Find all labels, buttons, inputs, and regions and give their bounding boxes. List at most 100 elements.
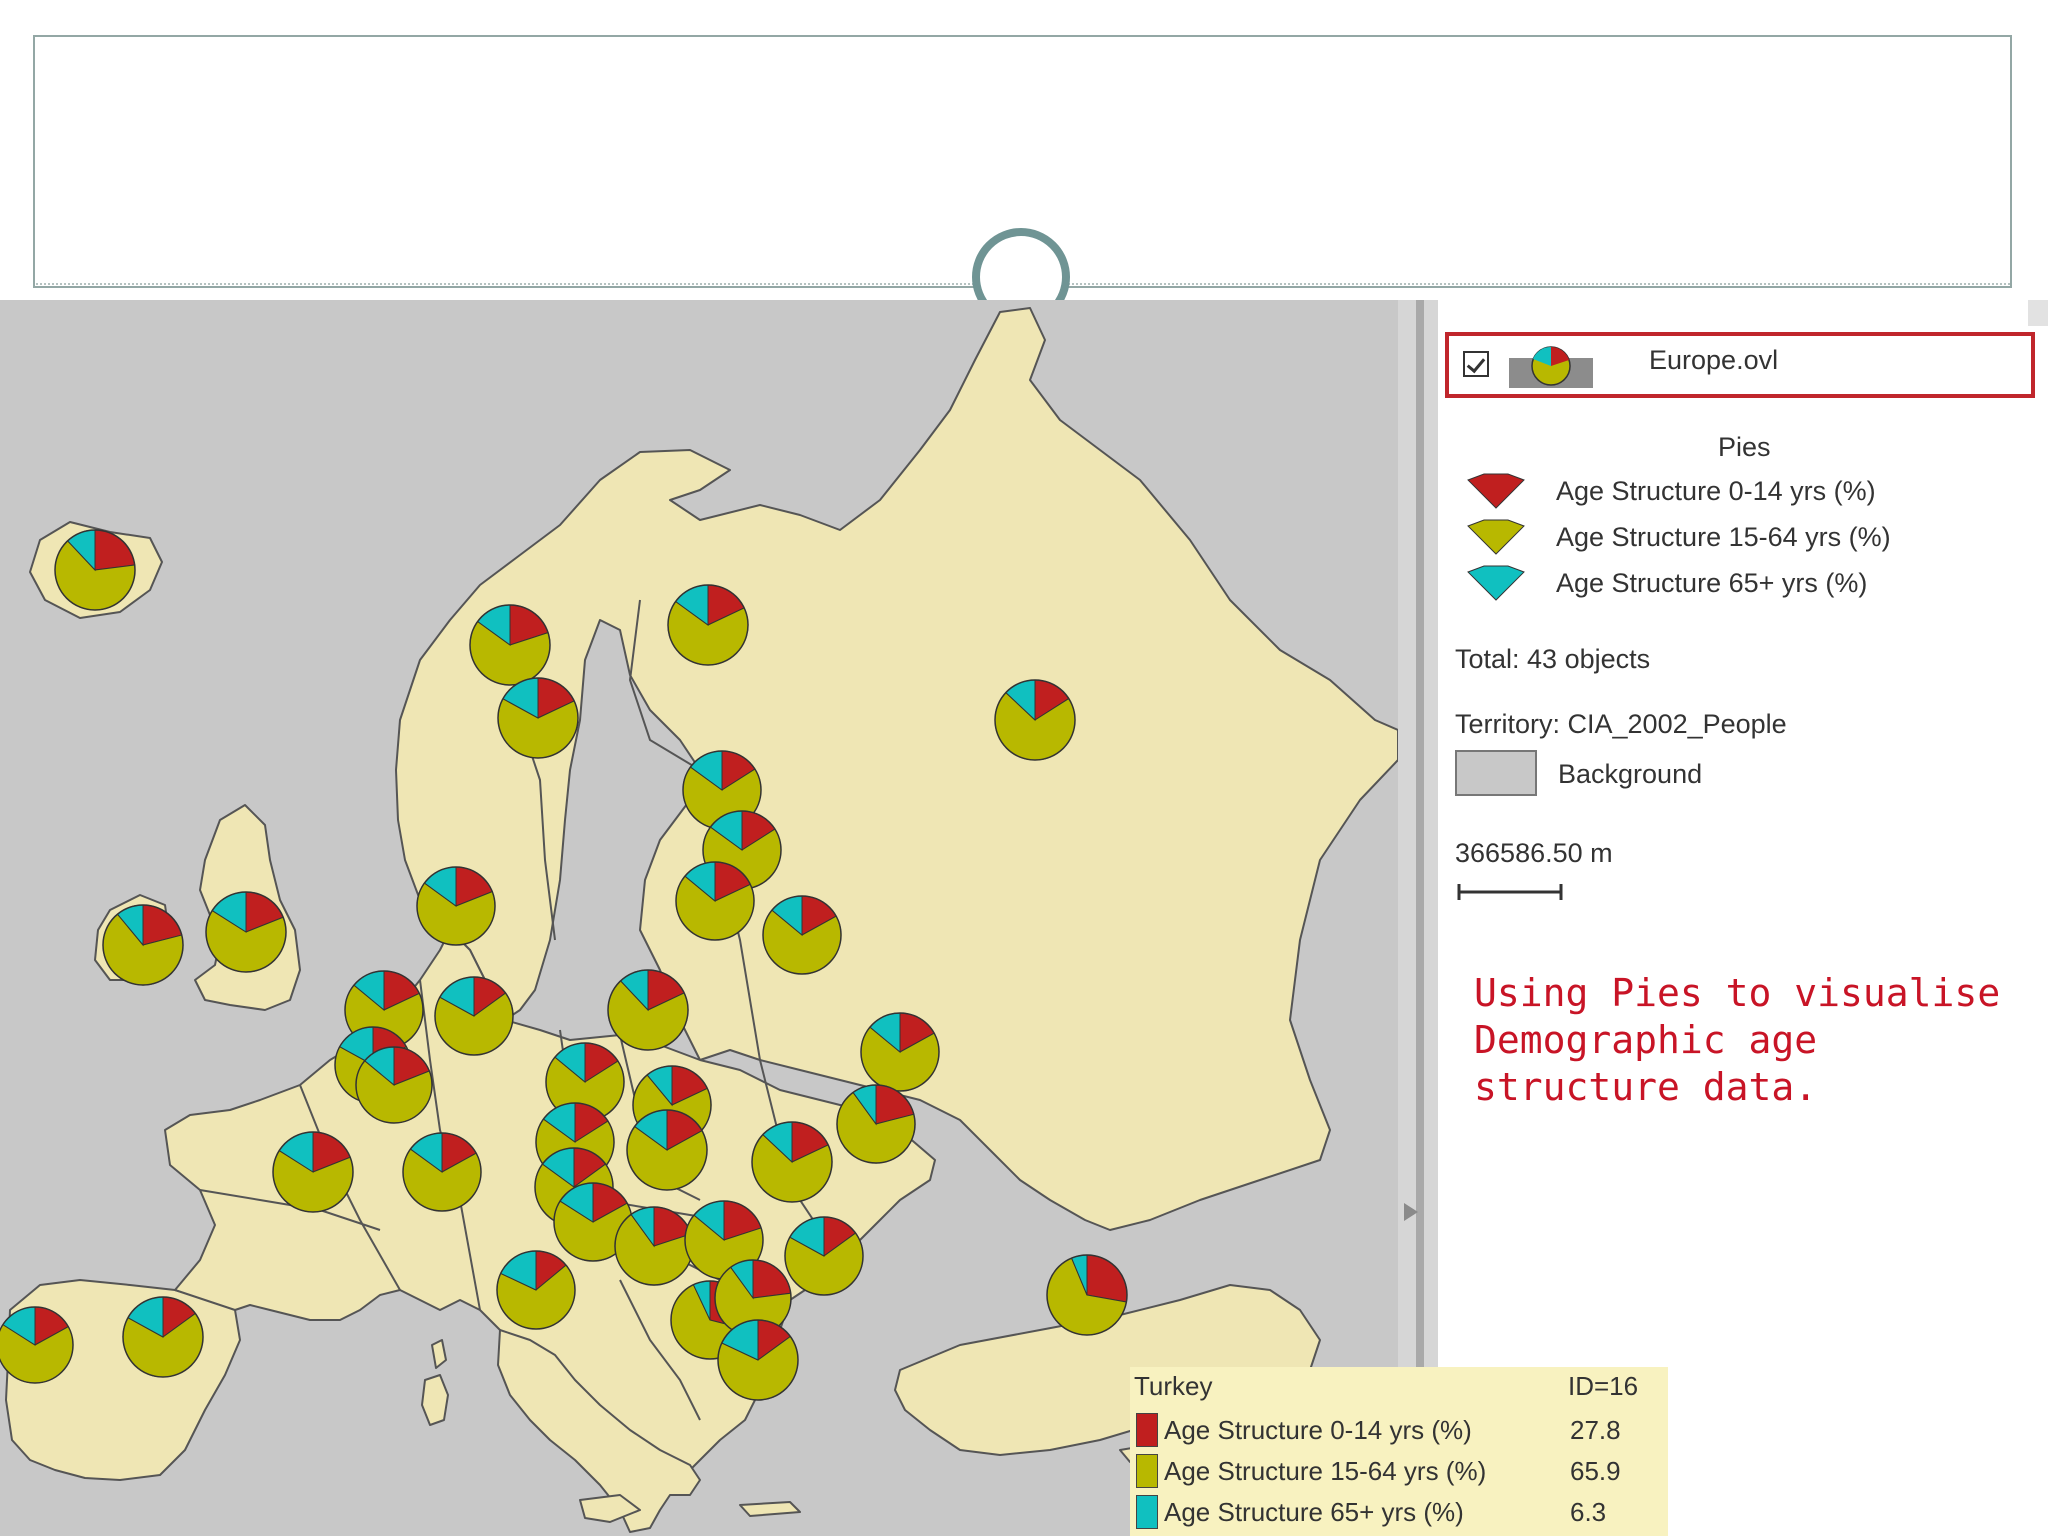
pie-denmark[interactable] [416,866,496,946]
tooltip-row-label: Age Structure 65+ yrs (%) [1164,1497,1464,1527]
pie-spain[interactable] [122,1296,204,1378]
pie-lithuania[interactable] [675,861,755,941]
legend-swatch-red-icon [1467,473,1525,509]
tooltip-row-value: 6.3 [1570,1497,1607,1527]
pie-italy[interactable] [496,1250,576,1330]
pie-bosnia-and-herzegovina[interactable] [614,1206,694,1286]
tooltip-swatch-red-icon [1136,1413,1158,1447]
panel-splitter[interactable] [1398,300,1438,1536]
pie-belarus[interactable] [762,895,842,975]
caption-line: structure data. [1474,1065,1818,1109]
pie-turkey[interactable] [1046,1254,1128,1336]
pie-outline [402,1132,482,1212]
pie-bulgaria[interactable] [784,1216,864,1296]
pie-outline [675,861,755,941]
layer-tab-title: Europe.ovl [1649,345,1779,375]
pie-outline [434,976,514,1056]
pie-outline [762,895,842,975]
legend-swatch-cyan-icon [1467,565,1525,601]
pie-outline [102,904,184,986]
pie-outline [607,969,689,1051]
pie-norway[interactable] [469,604,551,686]
pie-ukraine[interactable] [860,1012,940,1092]
pie-symbols[interactable] [0,529,1128,1401]
collapse-arrow-icon[interactable] [1404,1203,1418,1221]
pie-united-kingdom[interactable] [205,891,287,973]
tooltip-row: Age Structure 65+ yrs (%) 6.3 [1134,1493,1654,1533]
pie-outline [836,1084,916,1164]
pie-outline [0,1306,74,1384]
pie-outline [122,1296,204,1378]
pie-germany[interactable] [434,976,514,1056]
legend-entry-label: Age Structure 0-14 yrs (%) [1556,476,1876,506]
tooltip-row-value: 27.8 [1570,1415,1621,1445]
pie-romania[interactable] [751,1121,833,1203]
legend-entry-label: Age Structure 15-64 yrs (%) [1556,522,1891,552]
pie-outline [667,584,749,666]
pie-outline [54,529,136,611]
layer-tab[interactable]: Europe.ovl [1445,332,2035,398]
tooltip-row: Age Structure 0-14 yrs (%) 27.8 [1134,1411,1654,1451]
pie-outline [626,1109,708,1191]
legend-entry-label: Age Structure 65+ yrs (%) [1556,568,1868,598]
land-crete [739,1501,801,1517]
pie-outline [860,1012,940,1092]
slide-caption: Using Pies to visualise Demographic age st… [1474,970,2000,1111]
pie-macedonia[interactable] [714,1259,792,1337]
pie-hungary[interactable] [626,1109,708,1191]
pie-slice-0-14 [1086,1254,1128,1303]
territory-label: Territory: CIA_2002_People [1455,709,1787,739]
tooltip-row-label: Age Structure 0-14 yrs (%) [1164,1415,1472,1445]
pie-sweden[interactable] [497,677,579,759]
pie-outline [355,1046,433,1124]
pie-france[interactable] [272,1131,354,1213]
pie-outline [205,891,287,973]
legend-panel [1438,300,2048,1536]
pie-iceland[interactable] [54,529,136,611]
land-italy [497,1329,701,1533]
legend-swatch-olive-icon [1467,519,1525,555]
map-view[interactable] [0,300,1398,1536]
background-label: Background [1558,759,1703,789]
scalebar-icon [1457,884,1563,900]
feature-info-tooltip: Turkey ID=16 Age Structure 0-14 yrs (%) … [1130,1367,1668,1536]
tooltip-row-label: Age Structure 15-64 yrs (%) [1164,1456,1487,1486]
pie-outline [469,604,551,686]
pie-layer-icon [1509,346,1593,388]
legend-heading: Pies [1718,432,1771,462]
pie-outline [994,679,1076,761]
tooltip-swatch-cyan-icon [1136,1495,1158,1529]
land-corsica [431,1339,447,1369]
pie-outline [416,866,496,946]
panel-corner-marker [2028,300,2048,326]
pie-outline [496,1250,576,1330]
pie-russia[interactable] [994,679,1076,761]
tooltip-country: Turkey [1134,1371,1213,1401]
caption-line: Demographic age [1474,1018,1818,1062]
pie-moldova[interactable] [836,1084,916,1164]
pie-outline [784,1216,864,1296]
tooltip-swatch-olive-icon [1136,1454,1158,1488]
pie-outline [497,677,579,759]
scale-distance: 366586.50 m [1455,838,1613,868]
pie-outline [272,1131,354,1213]
checkbox-icon[interactable] [1463,351,1489,377]
pie-outline [1046,1254,1128,1336]
pie-portugal[interactable] [0,1306,74,1384]
pie-finland[interactable] [667,584,749,666]
land-sicily [579,1494,641,1523]
object-total: Total: 43 objects [1455,644,1651,674]
pie-ireland[interactable] [102,904,184,986]
land-sardinia [421,1374,449,1426]
europe-map[interactable] [0,300,1398,1536]
land-northeast [395,307,1398,1231]
pie-poland[interactable] [607,969,689,1051]
pie-switzerland[interactable] [402,1132,482,1212]
pie-outline [751,1121,833,1203]
pie-greece[interactable] [717,1319,799,1401]
splitter-bar[interactable] [1416,300,1424,1536]
pie-luxembourg[interactable] [355,1046,433,1124]
caption-line: Using Pies to visualise [1474,971,2001,1015]
tooltip-row: Age Structure 15-64 yrs (%) 65.9 [1134,1452,1654,1492]
tooltip-id: ID=16 [1568,1371,1639,1401]
